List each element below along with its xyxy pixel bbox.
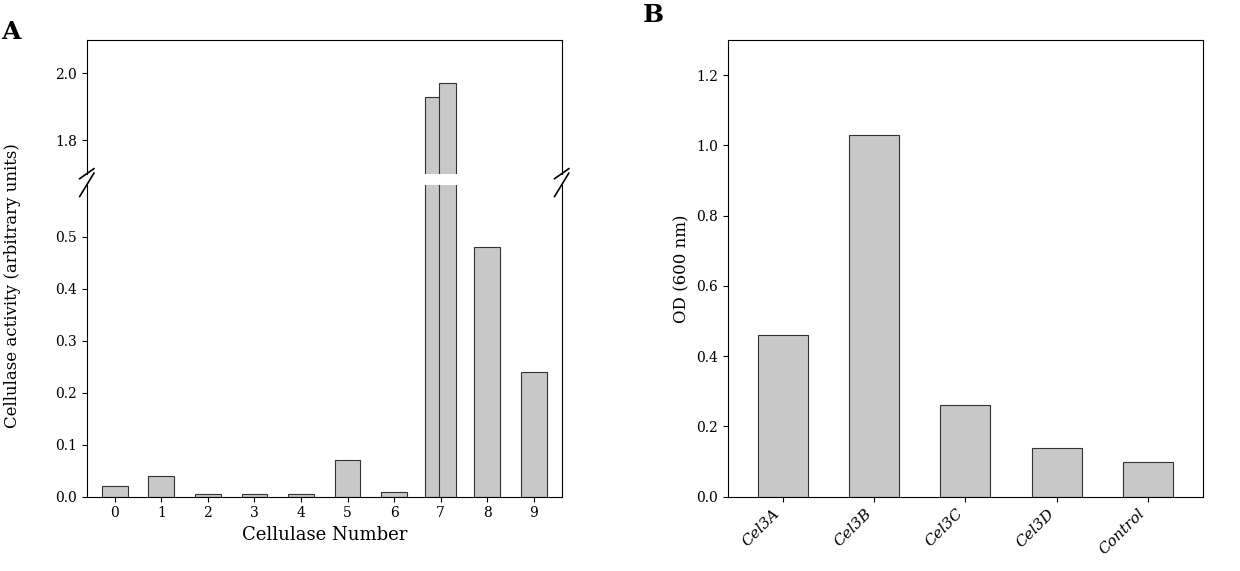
Bar [849, 135, 899, 497]
Text: B: B [642, 3, 663, 27]
Text: Cellulase activity (arbitrary units): Cellulase activity (arbitrary units) [4, 143, 21, 428]
X-axis label: Cellulase Number: Cellulase Number [242, 526, 407, 544]
Bar [195, 494, 221, 497]
Bar [381, 492, 407, 497]
Bar [439, 0, 456, 497]
Bar [335, 460, 361, 497]
Bar [425, 0, 443, 497]
Bar [425, 97, 443, 571]
Bar [940, 405, 991, 497]
Bar [149, 476, 174, 497]
Bar [288, 494, 314, 497]
Y-axis label: OD (600 nm): OD (600 nm) [673, 214, 691, 323]
Text: A: A [1, 20, 21, 44]
Bar [1032, 448, 1081, 497]
Bar [1123, 461, 1173, 497]
Bar [475, 247, 500, 497]
Bar [521, 372, 547, 497]
Bar [439, 83, 456, 571]
Bar [102, 486, 128, 497]
Bar [242, 494, 267, 497]
Bar [758, 335, 807, 497]
